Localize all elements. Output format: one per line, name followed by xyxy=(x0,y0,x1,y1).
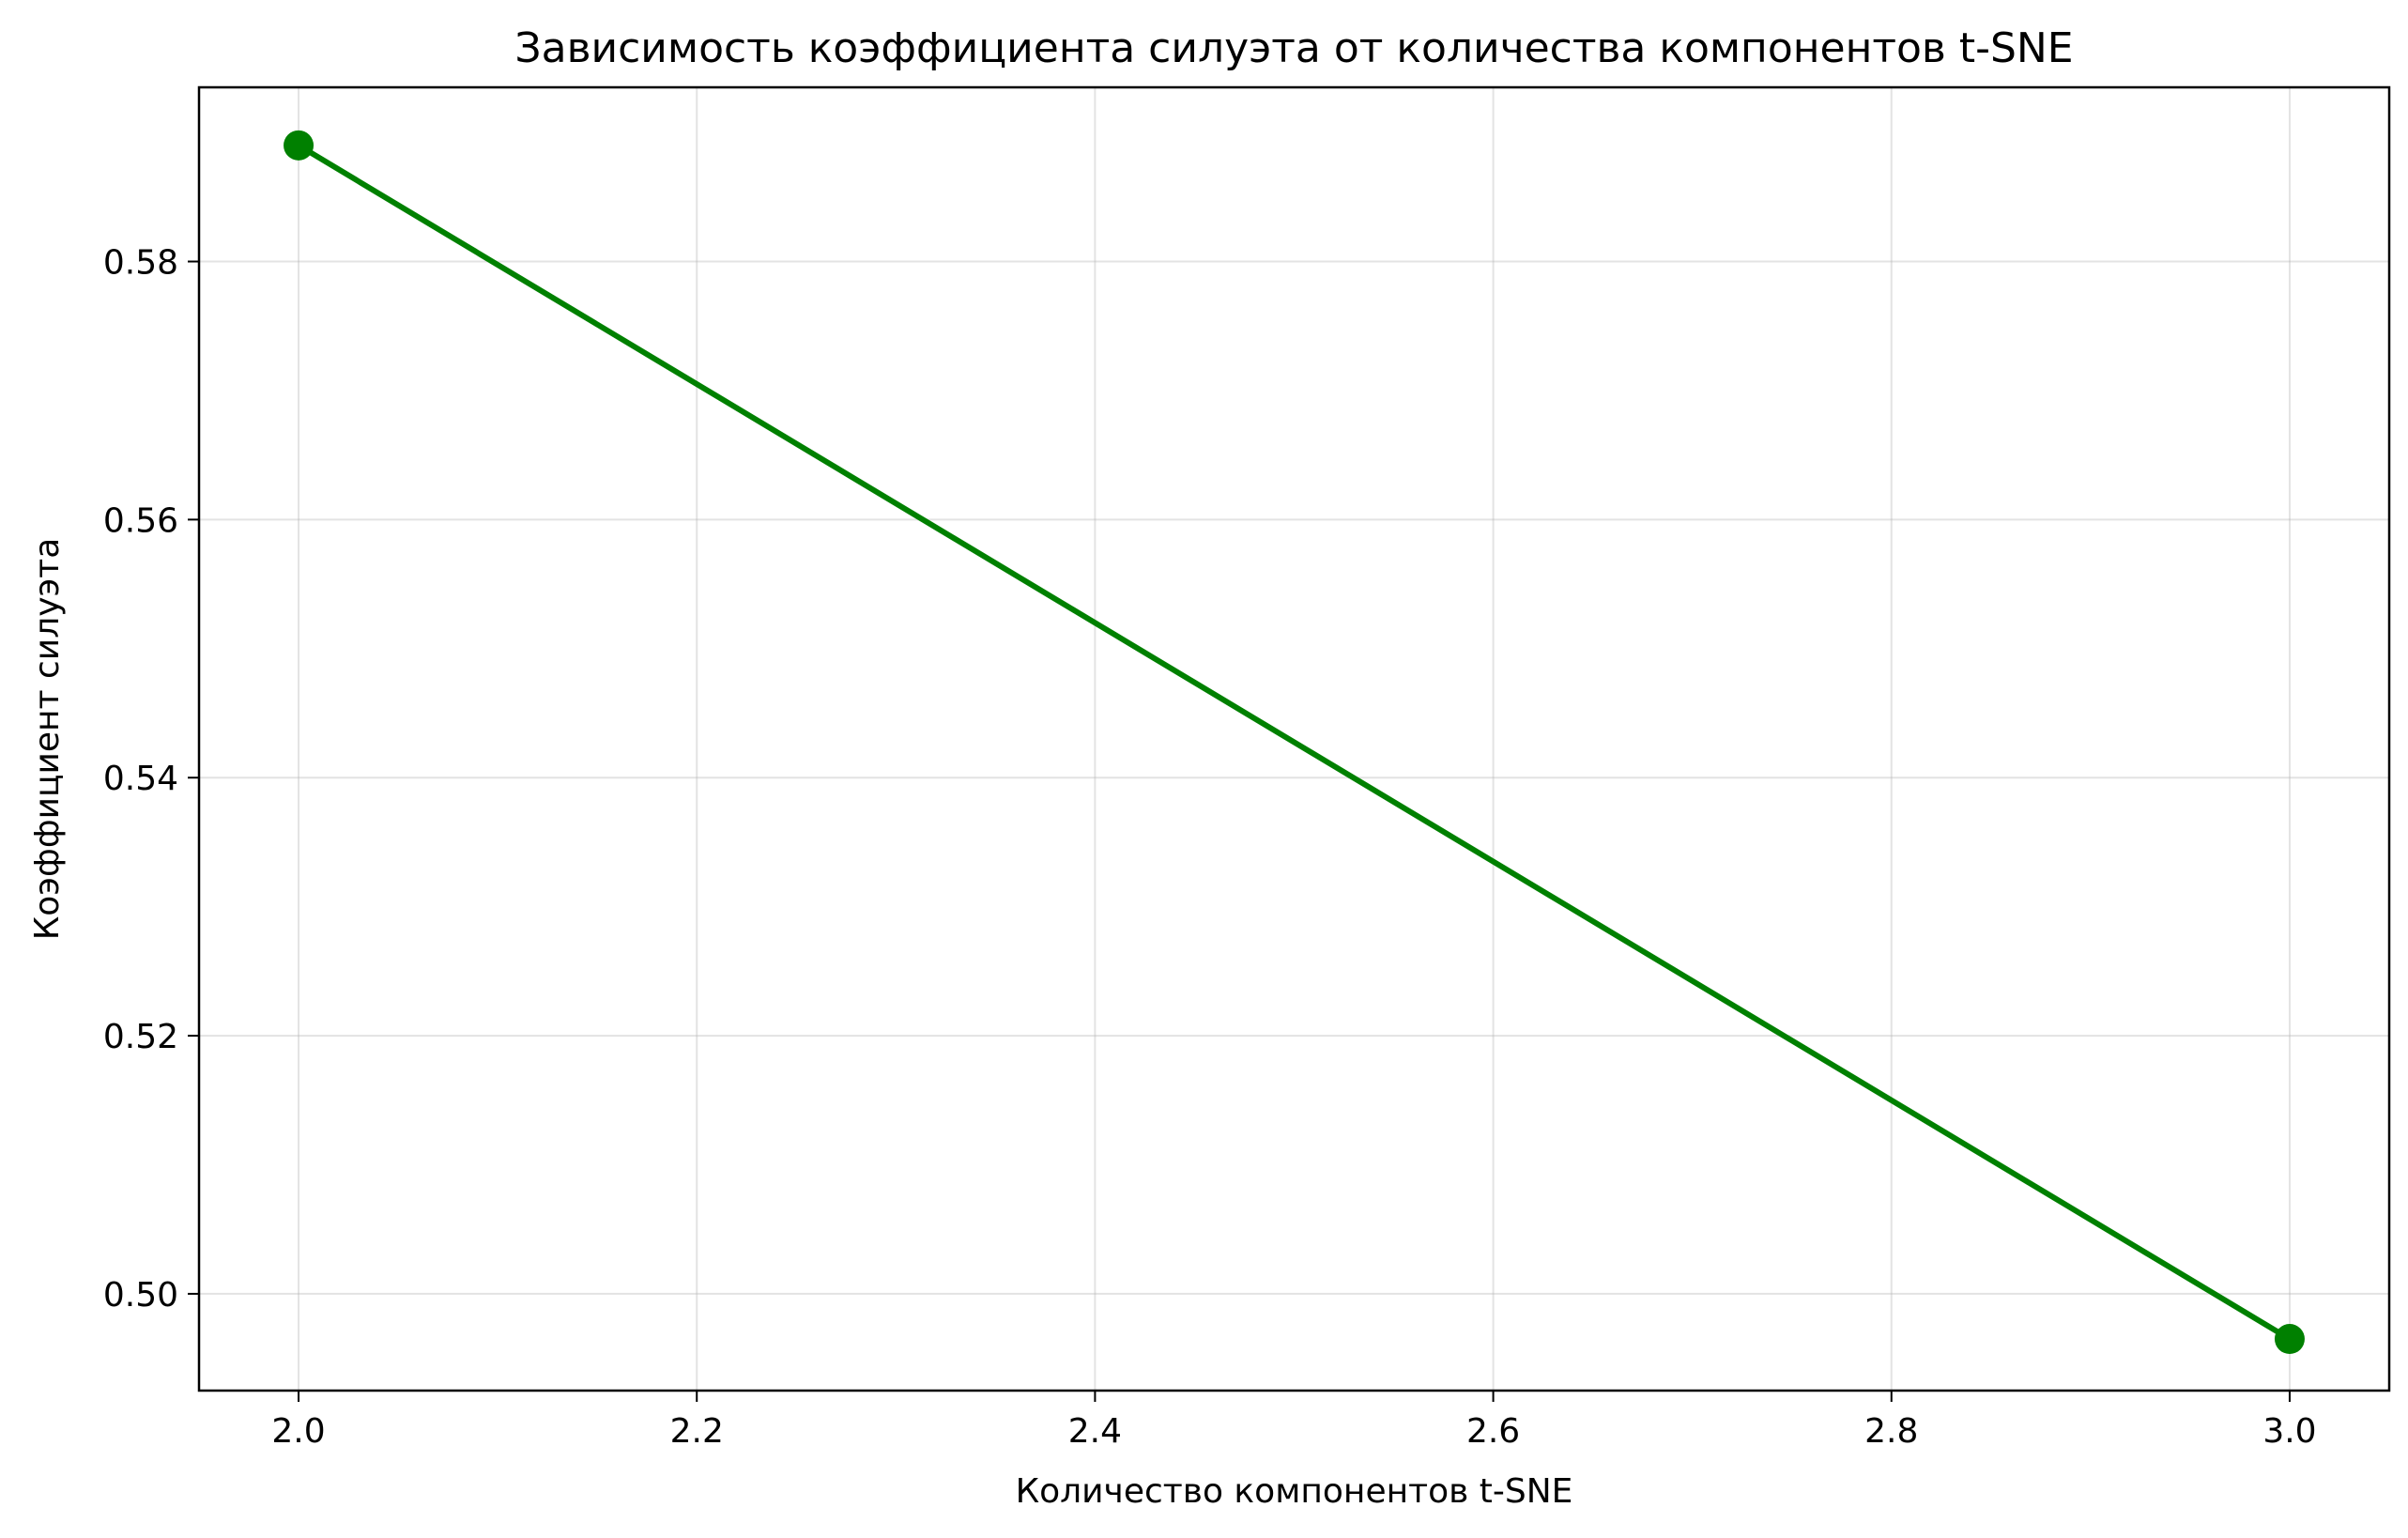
x-tick-label: 2.6 xyxy=(1466,1412,1520,1451)
x-axis: 2.0 2.2 2.4 2.6 2.8 3.0 xyxy=(271,1391,2317,1451)
data-point xyxy=(2274,1324,2305,1355)
y-tick-label: 0.58 xyxy=(103,244,178,283)
series-line xyxy=(297,143,2292,1342)
x-tick-label: 3.0 xyxy=(2262,1412,2316,1451)
x-axis-label: Количество компонентов t-SNE xyxy=(1016,1472,1573,1511)
chart-title: Зависимость коэффициента силуэта от коли… xyxy=(514,24,2073,72)
plot-area-frame xyxy=(197,85,2391,1392)
x-tick-label: 2.0 xyxy=(271,1412,325,1451)
y-tick-label: 0.56 xyxy=(103,501,178,540)
grid xyxy=(199,87,2389,1391)
y-axis-label: Коэффициент силуэта xyxy=(28,538,67,941)
y-tick-label: 0.52 xyxy=(103,1018,178,1056)
y-axis: 0.50 0.52 0.54 0.56 0.58 xyxy=(103,244,199,1315)
y-tick-label: 0.54 xyxy=(103,760,178,798)
data-point xyxy=(284,130,314,161)
series-layer xyxy=(284,130,2305,1355)
y-tick-label: 0.50 xyxy=(103,1276,178,1315)
x-tick-label: 2.8 xyxy=(1864,1412,1918,1451)
x-tick-label: 2.2 xyxy=(670,1412,724,1451)
x-tick-label: 2.4 xyxy=(1068,1412,1122,1451)
